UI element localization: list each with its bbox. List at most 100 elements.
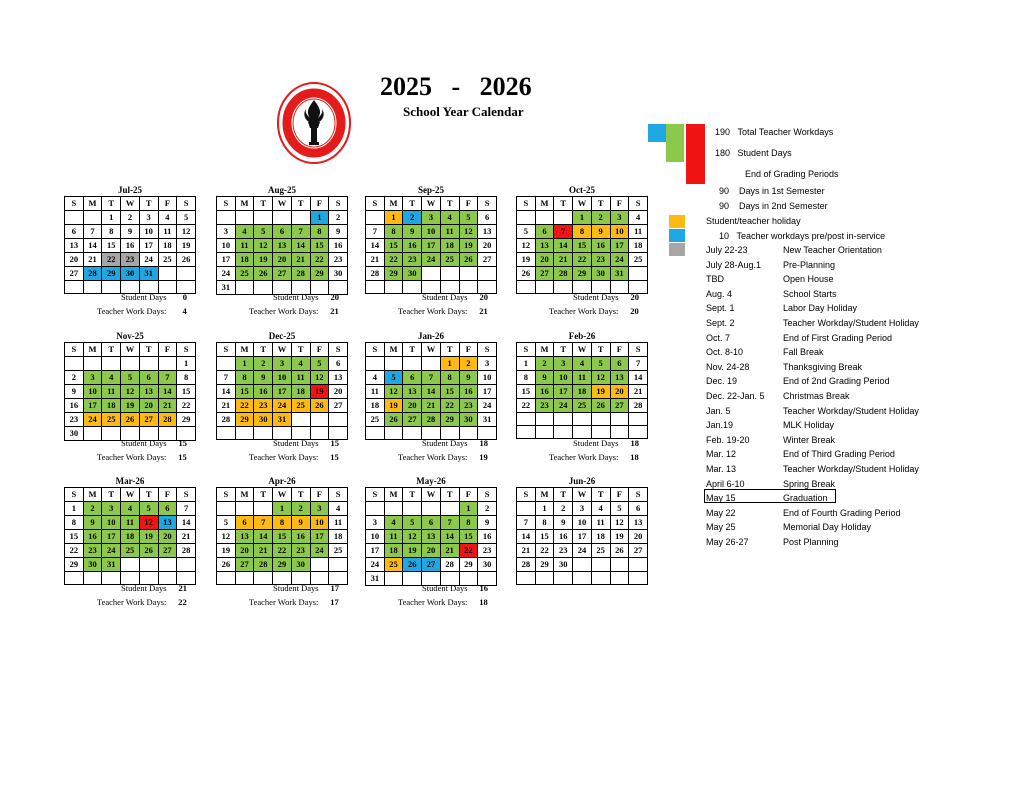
day-cell bbox=[516, 425, 536, 439]
day-cell: 18 bbox=[290, 384, 311, 399]
weekday-header: M bbox=[534, 196, 555, 211]
day-cell bbox=[216, 356, 236, 371]
day-cell bbox=[328, 412, 348, 427]
day-cell: 25 bbox=[234, 266, 255, 281]
day-cell: 5 bbox=[458, 210, 479, 225]
day-cell bbox=[421, 266, 441, 281]
day-cell: 29 bbox=[101, 266, 122, 281]
month-grid: S M T W T F S 1 2 3 4 5 6 7 8 9 10 11 12 13 14 15 16 17 18 19 20 21… bbox=[516, 196, 648, 294]
day-cell: 24 bbox=[101, 543, 122, 558]
day-cell: 6 bbox=[402, 370, 423, 385]
day-cell bbox=[572, 557, 592, 572]
day-cell bbox=[516, 280, 536, 294]
event-description: Labor Day Holiday bbox=[783, 303, 858, 314]
month-label: May-26 bbox=[416, 476, 446, 486]
day-cell: 15 bbox=[516, 384, 536, 399]
day-cell: 13 bbox=[272, 238, 292, 253]
day-cell bbox=[628, 412, 648, 426]
day-cell bbox=[365, 501, 385, 516]
day-cell: 19 bbox=[516, 252, 536, 267]
month-label: Nov-25 bbox=[116, 331, 144, 341]
weekday-header: F bbox=[458, 342, 479, 357]
day-cell: 22 bbox=[383, 252, 404, 267]
day-cell: 2 bbox=[253, 356, 274, 371]
day-cell: 25 bbox=[101, 412, 122, 427]
day-cell: 2 bbox=[477, 501, 497, 516]
day-cell: 19 bbox=[383, 398, 404, 413]
day-cell bbox=[253, 280, 274, 295]
weekday-header: T bbox=[138, 487, 159, 502]
weekday-header: T bbox=[101, 342, 122, 357]
student-days-total: Student Days 18 bbox=[573, 438, 639, 448]
day-cell: 11 bbox=[234, 238, 255, 253]
day-cell: 8 bbox=[439, 370, 460, 385]
weekday-header: T bbox=[101, 196, 122, 211]
day-cell: 4 bbox=[365, 370, 385, 385]
day-cell: 17 bbox=[572, 529, 592, 544]
day-cell: 10 bbox=[572, 515, 592, 530]
day-cell: 24 bbox=[421, 252, 441, 267]
day-cell: 22 bbox=[534, 543, 555, 558]
weekday-header: M bbox=[234, 487, 255, 502]
day-cell: 25 bbox=[628, 252, 648, 267]
day-cell: 14 bbox=[82, 238, 103, 253]
day-cell: 27 bbox=[64, 266, 84, 281]
weekday-header: T bbox=[253, 342, 274, 357]
day-cell: 22 bbox=[458, 543, 479, 558]
day-cell: 22 bbox=[516, 398, 536, 413]
month-grid: S M T W T F S 1 2 3 4 5 6 7 8 9 10 11 12 13 14 15 16 17 18 19 20 21… bbox=[365, 342, 497, 440]
day-cell bbox=[82, 356, 103, 371]
day-cell: 24 bbox=[477, 398, 497, 413]
day-cell: 17 bbox=[609, 238, 630, 253]
day-cell: 26 bbox=[216, 557, 236, 572]
day-cell: 20 bbox=[421, 543, 441, 558]
day-cell: 23 bbox=[477, 543, 497, 558]
teacher-work-days-total: Teacher Work Days: 15 bbox=[97, 452, 187, 462]
teacher-work-days-total: Teacher Work Days: 17 bbox=[249, 597, 339, 607]
day-cell: 18 bbox=[234, 252, 255, 267]
day-cell bbox=[477, 571, 497, 586]
day-cell: 8 bbox=[383, 224, 404, 239]
day-cell bbox=[101, 356, 122, 371]
day-cell: 15 bbox=[458, 529, 479, 544]
day-cell: 17 bbox=[477, 384, 497, 399]
day-cell: 8 bbox=[516, 370, 536, 385]
day-cell: 19 bbox=[609, 529, 630, 544]
day-cell: 19 bbox=[120, 398, 140, 413]
day-cell: 23 bbox=[328, 252, 348, 267]
day-cell: 3 bbox=[138, 210, 159, 225]
day-cell: 29 bbox=[176, 412, 196, 427]
event-description: Teacher Workday/Student Holiday bbox=[783, 405, 919, 416]
day-cell: 6 bbox=[272, 224, 292, 239]
day-cell: 27 bbox=[534, 266, 555, 281]
day-cell: 11 bbox=[101, 384, 122, 399]
month-calendar: Dec-25 S M T W T F S 1 2 3 4 5 6 7 8 9 10 11 12 13 14 15 16 17 18… bbox=[216, 331, 348, 440]
day-cell: 2 bbox=[534, 356, 555, 371]
day-cell: 16 bbox=[477, 529, 497, 544]
weekday-header: M bbox=[534, 487, 555, 502]
day-cell bbox=[328, 280, 348, 295]
event-description: School Starts bbox=[783, 288, 837, 299]
day-cell bbox=[628, 266, 648, 281]
day-cell bbox=[609, 412, 630, 426]
day-cell bbox=[458, 266, 479, 281]
day-cell: 13 bbox=[64, 238, 84, 253]
student-days-total: Student Days 21 bbox=[121, 583, 187, 593]
student-days-total: Student Days 15 bbox=[273, 438, 339, 448]
month-grid: S M T W T F S 1 2 3 4 5 6 7 8 9 10 11 12 13 14 15 16 17 18 19 20 21… bbox=[216, 342, 348, 440]
day-cell: 7 bbox=[176, 501, 196, 516]
orientation-swatch bbox=[669, 243, 685, 256]
weekday-header: S bbox=[477, 342, 497, 357]
weekday-header: M bbox=[82, 487, 103, 502]
day-cell: 12 bbox=[609, 515, 630, 530]
weekday-header: T bbox=[290, 342, 311, 357]
day-cell bbox=[402, 571, 423, 586]
weekday-header: S bbox=[365, 196, 385, 211]
day-cell: 28 bbox=[253, 557, 274, 572]
day-cell: 3 bbox=[609, 210, 630, 225]
day-cell: 20 bbox=[138, 398, 159, 413]
day-cell bbox=[101, 571, 122, 585]
weekday-header: W bbox=[272, 487, 292, 502]
day-cell: 11 bbox=[439, 224, 460, 239]
weekday-header: S bbox=[216, 487, 236, 502]
